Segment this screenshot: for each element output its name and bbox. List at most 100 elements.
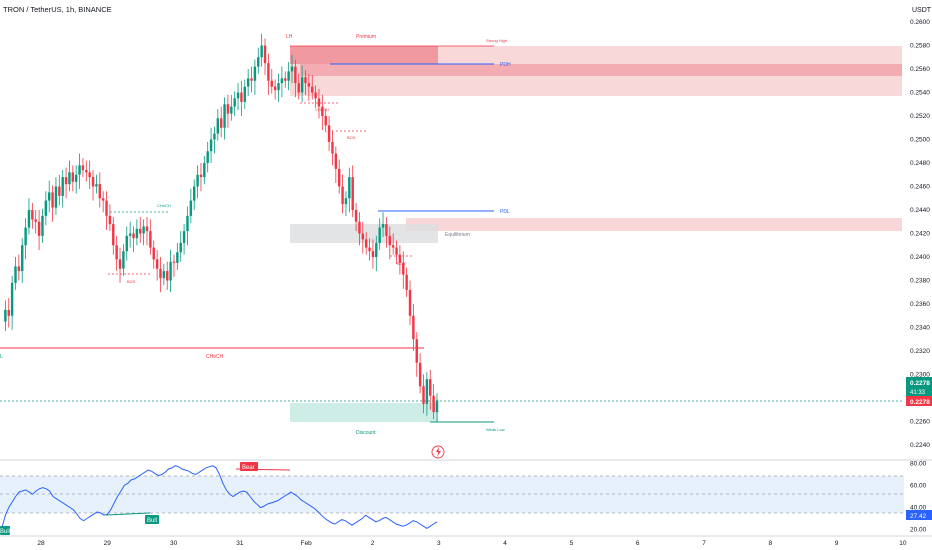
candle-body	[324, 116, 327, 126]
candle-body	[166, 271, 169, 281]
ask-price-tag: 0.2278	[906, 396, 932, 406]
discount-zone	[290, 403, 438, 422]
candle-body	[257, 57, 260, 67]
time-tick: 3	[437, 540, 441, 547]
last-price-tag: 0.2278 41:33	[906, 377, 932, 397]
rsi-bull-badge: Bull	[145, 515, 159, 524]
candle-body	[58, 186, 61, 196]
rsi-bear-badge: Bear	[240, 462, 258, 471]
candle-body	[14, 266, 17, 283]
time-tick: 6	[636, 540, 640, 547]
candle-body	[223, 104, 226, 128]
label-strong-high: Strong High	[486, 38, 507, 43]
premium-strong-block	[290, 46, 438, 64]
label-bos-1: BOS	[127, 279, 136, 284]
currency-label: USDT	[912, 7, 932, 14]
time-tick: 8	[768, 540, 772, 547]
candle-body	[290, 66, 294, 72]
label-weak-low: Weak Low	[486, 427, 505, 432]
candle-body	[314, 92, 317, 99]
candle-body	[91, 177, 95, 187]
label-choch-long: CHoCH	[206, 354, 224, 360]
candle-body	[159, 268, 162, 279]
price-tick: 0.2560	[910, 66, 930, 73]
candle-body	[415, 339, 418, 363]
candle-body	[31, 210, 34, 220]
candle-body	[375, 242, 378, 257]
rsi-tick: 80.00	[910, 461, 927, 468]
candle-body	[98, 184, 102, 199]
candle-body	[412, 315, 415, 340]
candle-body	[85, 170, 88, 173]
label-choch-green: CHoCH	[157, 203, 171, 208]
candle-body	[307, 83, 311, 87]
rsi-axis[interactable]: 80.00 60.00 40.00 20.00	[910, 461, 927, 534]
candle-body	[149, 231, 152, 248]
label-premium: Premium	[356, 34, 376, 40]
rsi-tick: 60.00	[910, 483, 927, 490]
time-tick: 29	[104, 540, 112, 547]
candle-body	[297, 83, 300, 93]
time-tick: 10	[899, 540, 907, 547]
candle-body	[81, 165, 85, 171]
rsi-tick: 40.00	[910, 505, 927, 512]
candle-body	[391, 245, 395, 248]
label-l: L	[0, 354, 3, 360]
candle-body	[132, 233, 135, 239]
candle-body	[398, 254, 402, 263]
candle-body	[348, 177, 351, 199]
candle-body	[408, 289, 412, 316]
candle-body	[68, 172, 71, 185]
candle-body	[246, 78, 250, 87]
candle-body	[51, 192, 54, 208]
candle-body	[240, 92, 243, 102]
price-axis[interactable]: 0.2600 0.2580 0.2560 0.2540 0.2520 0.2500 0.24…	[910, 19, 930, 449]
candle-body	[368, 247, 371, 252]
candle-body	[10, 282, 14, 316]
candle-body	[182, 231, 186, 243]
candle-body	[78, 165, 81, 175]
candle-body	[405, 274, 408, 290]
price-tick: 0.2540	[910, 90, 930, 97]
candle-body	[115, 245, 118, 260]
candle-body	[44, 200, 48, 216]
candle-body	[176, 252, 179, 263]
candle-body	[24, 227, 27, 246]
candle-body	[203, 163, 206, 178]
candle-body	[192, 186, 196, 201]
candle-body	[41, 215, 44, 236]
candle-body	[260, 45, 263, 58]
candle-body	[61, 177, 64, 196]
time-axis[interactable]: 28 29 30 31 Feb 2 3 4 5 6 7 8 9 10	[37, 540, 907, 547]
candle-body	[189, 200, 193, 216]
countdown-value: 41:33	[910, 390, 926, 396]
candle-body	[294, 66, 297, 84]
candle-body	[105, 200, 108, 216]
candle-body	[364, 239, 368, 248]
candle-body	[125, 235, 128, 252]
candle-body	[432, 395, 435, 413]
candle-body	[378, 227, 381, 243]
label-discount: Discount	[356, 430, 376, 436]
rsi-line	[1, 465, 438, 529]
label-lh: LH	[286, 34, 293, 40]
rsi-band	[0, 476, 904, 513]
candle-body	[226, 104, 230, 114]
candle-body	[300, 77, 304, 93]
candle-body	[54, 186, 58, 208]
candle-body	[112, 224, 115, 246]
price-tick: 0.2580	[910, 43, 930, 50]
lightning-bolt-icon[interactable]	[431, 445, 445, 459]
candle-body	[74, 174, 78, 182]
candle-body	[230, 106, 233, 114]
candle-body	[4, 309, 7, 322]
candle-body	[354, 210, 358, 222]
candle-body	[155, 259, 159, 269]
candle-body	[172, 261, 176, 263]
time-tick: 2	[371, 540, 375, 547]
price-tick: 0.2240	[910, 442, 930, 449]
candle-body	[287, 71, 290, 81]
rsi-bull-label: Bull	[147, 518, 157, 524]
time-tick: 28	[37, 540, 45, 547]
